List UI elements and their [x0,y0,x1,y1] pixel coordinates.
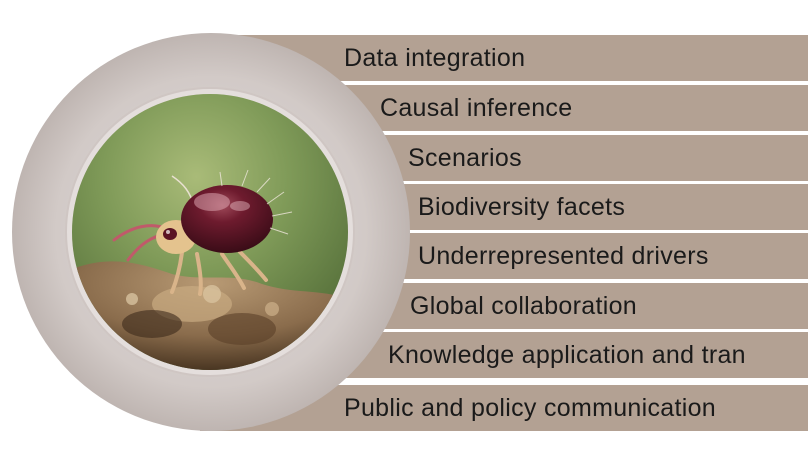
band-label: Scenarios [408,144,522,172]
band-label: Public and policy communication [344,394,716,422]
band-label: Underrepresented drivers [418,242,709,270]
band-label: Global collaboration [410,292,637,320]
band-label: Causal inference [380,94,573,122]
mite-photo [72,94,348,370]
band-label: Knowledge application and tran [388,341,746,369]
band-label: Biodiversity facets [418,193,626,221]
band-label: Data integration [344,44,526,72]
